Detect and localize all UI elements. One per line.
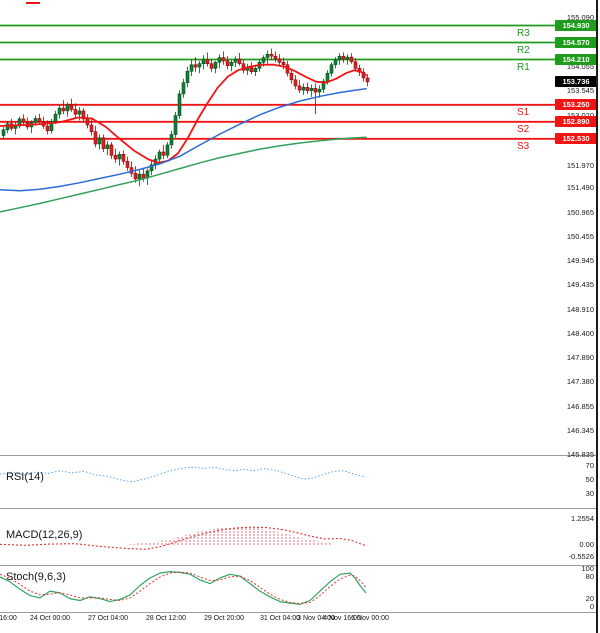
price-badge-s1: 153.250 (555, 99, 596, 111)
stoch-axis-label: 0 (589, 601, 594, 611)
price-axis-label: 150.455 (566, 232, 594, 242)
stoch-axis-label: 100 (581, 564, 594, 574)
price-axis-label: 146.345 (566, 426, 594, 436)
time-axis-label: 6 Nov 00:00 (351, 615, 389, 622)
pivot-lines-layer (0, 24, 556, 140)
stoch-indicator-label: Stoch(9,6,3) (6, 571, 66, 583)
price-axis-label: 146.855 (566, 402, 594, 412)
rsi-axis-label: 30 (585, 488, 594, 498)
time-axis-label: 24 Oct 00:00 (29, 615, 71, 622)
price-badge-s3: 152.530 (555, 133, 596, 145)
price-axis-label: 153.545 (566, 86, 594, 96)
pivot-label-s1: S1 (517, 106, 530, 118)
price-badge-r3: 154.930 (555, 20, 596, 31)
time-axis-label: 4 Nov 16:00 (323, 615, 361, 622)
time-axis-label: 3 Nov 04:00 (297, 615, 335, 622)
price-badge-r2: 154.570 (555, 37, 596, 48)
stoch-axis-label: 20 (585, 594, 594, 604)
pivot-label-r3: R3 (517, 27, 530, 39)
rsi-indicator-label: RSI(14) (6, 471, 44, 483)
pivot-label-s3: S3 (517, 140, 530, 152)
macd-axis-label: 0.00 (579, 540, 594, 550)
pivot-label-r2: R2 (517, 44, 530, 56)
time-axis: 16:00 24 Oct 00:00 27 Oct 04:00 28 Oct 12:0… (0, 615, 596, 627)
current-price-badge: 153.736 (555, 76, 596, 88)
price-axis-label: 148.910 (566, 305, 594, 315)
pivot-label-s2: S2 (517, 123, 530, 135)
ma-slow (0, 136, 367, 213)
price-axis-label: 151.970 (566, 160, 594, 170)
price-axis-label: 148.400 (566, 329, 594, 339)
price-axis-label: 153.020 (550, 111, 594, 120)
price-axis-label: 155.090 (566, 13, 594, 23)
price-axis-label: 154.055 (566, 62, 594, 72)
price-badge-s2: 152.890 (555, 116, 596, 128)
macd-histogram (129, 527, 331, 545)
ma-mid (0, 87, 367, 192)
moving-averages-layer (0, 63, 367, 213)
price-axis-label: 149.435 (566, 280, 594, 290)
candles-layer (1, 48, 370, 187)
macd-axis-label: -0.5526 (568, 551, 594, 561)
macd-indicator-label: MACD(12,26,9) (6, 529, 83, 541)
pivot-label-r1: R1 (517, 61, 530, 73)
macd-axis-label: 1.2554 (571, 514, 594, 524)
time-axis-label: 16:00 (0, 615, 17, 622)
stoch-k-line (0, 570, 367, 605)
price-badge-r1: 154.210 (555, 54, 596, 65)
time-axis-label: 28 Oct 12:00 (145, 615, 187, 622)
price-axis-label: 145.835 (566, 450, 594, 460)
price-axis-label: 150.965 (566, 208, 594, 218)
time-axis-label: 31 Oct 04:00 (259, 615, 301, 622)
price-axis-label: 147.380 (566, 377, 594, 387)
ma-fast (0, 63, 367, 164)
time-axis-label: 27 Oct 04:00 (87, 615, 129, 622)
stoch-d-line (0, 571, 367, 605)
price-axis-label: 151.490 (566, 183, 594, 193)
stoch-axis-label: 80 (585, 571, 594, 581)
price-axis-label: 149.945 (566, 256, 594, 266)
rsi-axis-label: 50 (585, 474, 594, 484)
panel-separators (0, 455, 596, 613)
rsi-axis-label: 70 (585, 460, 594, 470)
rsi-line (0, 466, 367, 483)
price-axis-label: 147.890 (566, 353, 594, 363)
time-axis-label: 29 Oct 20:00 (203, 615, 245, 622)
